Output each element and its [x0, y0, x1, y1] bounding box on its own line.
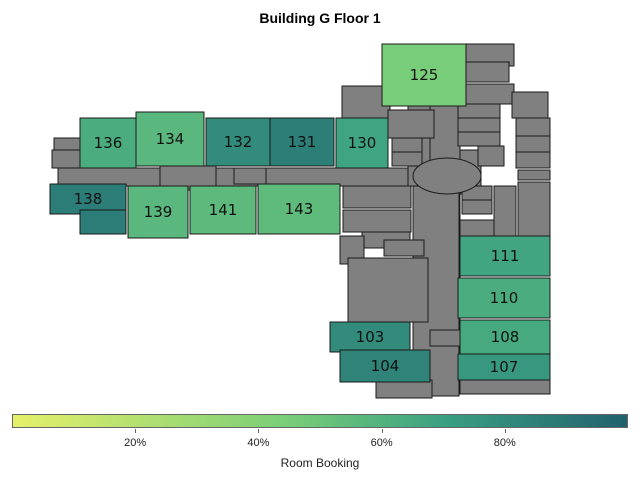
room-104: 104	[339, 349, 431, 383]
room-label: 104	[371, 357, 400, 375]
room-label: 139	[144, 203, 173, 221]
room-107: 107	[457, 353, 551, 381]
room-shape	[257, 183, 341, 235]
wall-area	[464, 61, 510, 83]
room-shape	[135, 111, 205, 167]
wall-area	[391, 137, 423, 153]
room-shape	[459, 235, 551, 277]
wall-area	[517, 181, 551, 237]
room-label: 141	[209, 201, 238, 219]
wall-area	[342, 209, 412, 233]
scale-tick-mark	[135, 429, 137, 433]
room-shape	[205, 117, 271, 167]
room-label: 143	[285, 200, 314, 218]
room-label: 108	[491, 328, 520, 346]
wall-area	[375, 379, 433, 399]
room-label: 103	[356, 328, 385, 346]
room-shape	[49, 183, 127, 215]
room-label: 130	[348, 134, 377, 152]
room-108: 108	[459, 319, 551, 355]
scale-tick-label: 60%	[370, 437, 393, 449]
room-label: 125	[410, 66, 439, 84]
room-131: 131	[269, 117, 335, 167]
room-label: 107	[490, 358, 519, 376]
wall-area	[515, 151, 551, 169]
room-label: 132	[224, 133, 253, 151]
room-141: 141	[189, 185, 257, 235]
room-132: 132	[205, 117, 271, 167]
color-scale-bar	[12, 414, 628, 428]
wall-area	[347, 257, 429, 323]
room-130: 130	[335, 117, 389, 169]
room-139: 139	[127, 185, 189, 239]
room-label: 134	[156, 130, 185, 148]
scale-tick-label: 40%	[247, 437, 270, 449]
room-shape	[457, 353, 551, 381]
wall-area	[477, 145, 505, 167]
central-lobby	[412, 157, 482, 195]
room-label: 138	[74, 190, 103, 208]
wall-area	[459, 219, 495, 237]
room-shape	[335, 117, 389, 169]
non-bookable-areas	[51, 43, 551, 399]
wall-area	[233, 167, 267, 185]
room-103: 103	[329, 321, 411, 353]
room-shape	[381, 43, 467, 107]
room-label: 111	[491, 247, 520, 265]
room-125: 125	[381, 43, 467, 107]
room-shape	[339, 349, 431, 383]
wall-area	[51, 149, 83, 169]
bookable-rooms: 125 136 134 132 131 130 138 139 141 143 111 110 108 1…	[49, 43, 551, 383]
room-shape	[189, 185, 257, 235]
floor-plan: 125 136 134 132 131 130 138 139 141 143 111 110 108 1…	[49, 43, 551, 399]
wall-area	[511, 91, 549, 119]
wall-area	[342, 185, 412, 209]
room-label: 131	[288, 133, 317, 151]
wall-area	[457, 117, 501, 133]
wall-area	[517, 169, 551, 181]
wall-area	[383, 239, 425, 257]
wall-area	[387, 109, 435, 139]
scale-tick-mark	[504, 429, 506, 433]
room-143: 143	[257, 183, 341, 235]
wall-area	[461, 199, 493, 215]
wall-area	[457, 131, 501, 147]
room-label: 136	[94, 134, 123, 152]
wall-area	[515, 117, 551, 137]
room-shape	[127, 185, 189, 239]
wall-area	[515, 135, 551, 153]
scale-tick-mark	[381, 429, 383, 433]
room-136: 136	[79, 117, 137, 169]
room-138: 138	[49, 183, 127, 215]
room-shape	[457, 277, 551, 319]
room-shape	[79, 117, 137, 169]
wall-area	[429, 329, 463, 347]
room-shape	[459, 319, 551, 355]
scale-tick-label: 20%	[124, 437, 147, 449]
room-label: 110	[490, 289, 519, 307]
scale-tick-label: 80%	[493, 437, 516, 449]
scale-tick-mark	[258, 429, 260, 433]
room-shape	[269, 117, 335, 167]
color-scale-title: Room Booking	[280, 456, 360, 470]
wall-area	[459, 379, 551, 395]
wall-area	[391, 151, 423, 167]
room-111: 111	[459, 235, 551, 277]
room-shape	[79, 209, 127, 235]
room-134: 134	[135, 111, 205, 167]
wall-area	[493, 185, 517, 237]
room-110: 110	[457, 277, 551, 319]
map-title: Building G Floor 1	[259, 10, 381, 26]
